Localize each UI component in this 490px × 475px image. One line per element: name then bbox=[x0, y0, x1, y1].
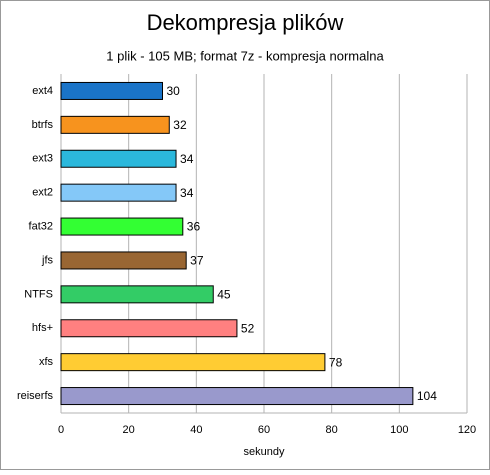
y-tick-label: xfs bbox=[39, 356, 54, 368]
x-tick-label: 0 bbox=[58, 424, 64, 436]
x-tick-label: 20 bbox=[123, 424, 135, 436]
x-tick-label: 40 bbox=[190, 424, 202, 436]
value-label: 37 bbox=[190, 254, 204, 268]
value-label: 36 bbox=[187, 220, 201, 234]
y-tick-label: fat32 bbox=[29, 220, 53, 232]
chart-subtitle: 1 plik - 105 MB; format 7z - kompresja n… bbox=[106, 48, 384, 63]
x-tick-label: 80 bbox=[326, 424, 338, 436]
y-tick-label: hfs+ bbox=[32, 322, 53, 334]
x-tick-label: 100 bbox=[390, 424, 408, 436]
y-tick-label: ext3 bbox=[32, 153, 53, 165]
chart-title: Dekompresja plików bbox=[147, 10, 344, 35]
x-axis-label: sekundy bbox=[244, 446, 285, 458]
value-label: 30 bbox=[167, 84, 181, 98]
value-label: 34 bbox=[180, 152, 194, 166]
bar bbox=[60, 251, 187, 270]
value-label: 45 bbox=[217, 288, 231, 302]
bar bbox=[60, 149, 177, 168]
y-tick-label: ext2 bbox=[32, 187, 53, 199]
bar bbox=[60, 217, 184, 236]
value-label: 34 bbox=[180, 186, 194, 200]
bar bbox=[60, 353, 326, 372]
y-tick-label: NTFS bbox=[24, 288, 53, 300]
bar bbox=[60, 387, 414, 406]
y-tick-label: ext4 bbox=[32, 85, 53, 97]
x-tick-label: 120 bbox=[458, 424, 476, 436]
y-tick-label: jfs bbox=[41, 254, 54, 266]
value-label: 78 bbox=[329, 355, 343, 369]
value-label: 52 bbox=[241, 321, 255, 335]
value-label: 104 bbox=[417, 389, 437, 403]
bar bbox=[60, 319, 238, 338]
bar bbox=[60, 81, 163, 100]
bar bbox=[60, 115, 170, 134]
y-tick-label: reiserfs bbox=[17, 390, 54, 402]
bar bbox=[60, 285, 214, 304]
x-tick-label: 60 bbox=[258, 424, 270, 436]
bar bbox=[60, 183, 177, 202]
value-label: 32 bbox=[173, 118, 187, 132]
y-tick-label: btrfs bbox=[32, 119, 54, 131]
